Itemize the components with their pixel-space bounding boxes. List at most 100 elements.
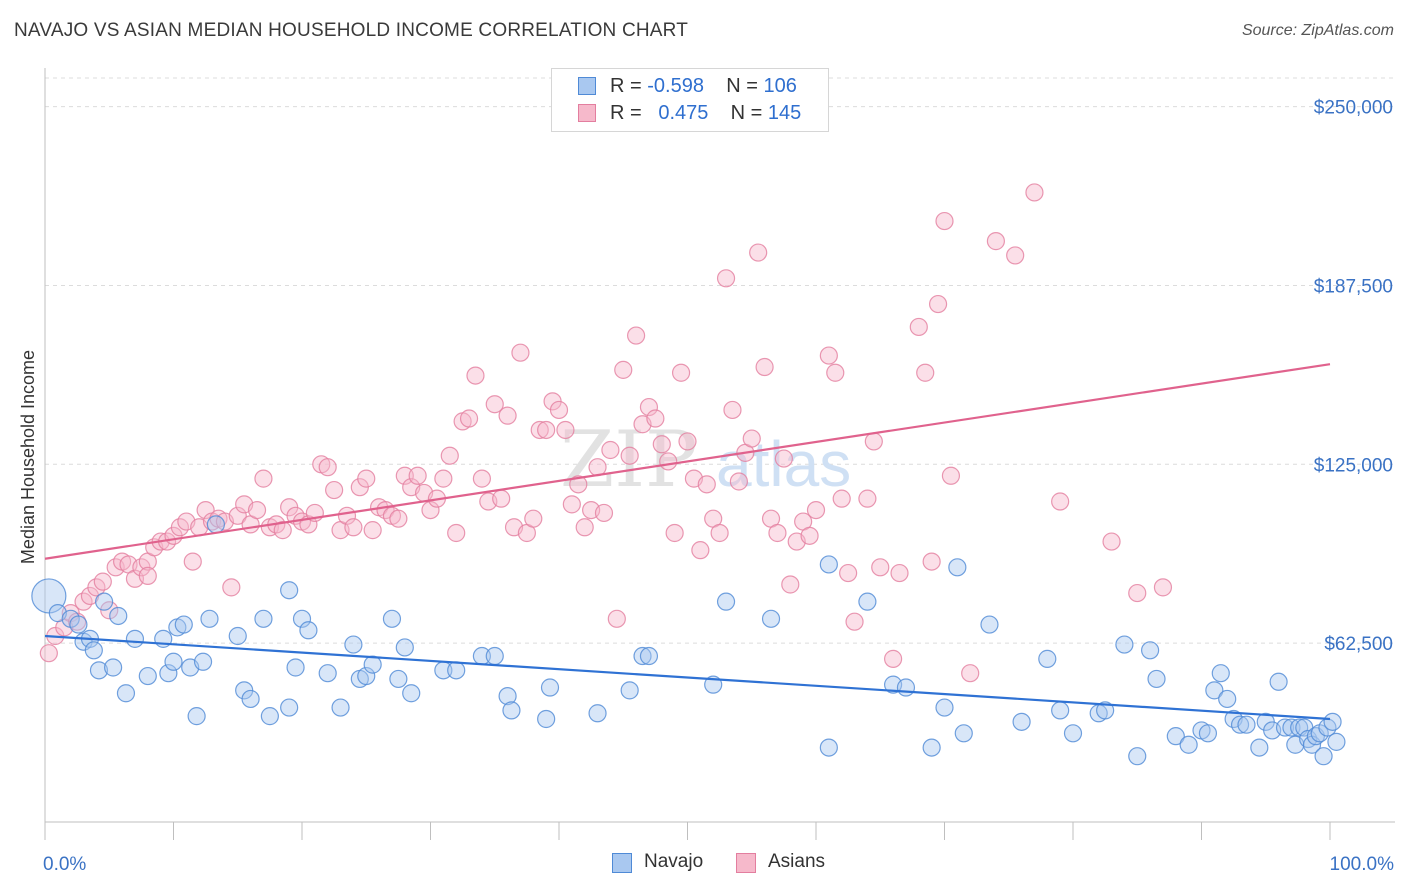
asians-n-value: 145 <box>767 102 802 124</box>
asians-point <box>594 503 614 523</box>
asians-point <box>562 495 581 514</box>
asians-point <box>537 420 556 440</box>
navajo-r-label: R = <box>610 75 648 97</box>
chart-title: NAVAJO VS ASIAN MEDIAN HOUSEHOLD INCOME … <box>14 20 689 41</box>
navajo-point <box>280 698 299 717</box>
navajo-n-label: N = <box>726 75 764 97</box>
navajo-point <box>1063 724 1083 743</box>
asians-trend-line <box>44 363 1331 560</box>
navajo-point <box>1250 738 1269 757</box>
asians-point <box>524 509 543 528</box>
navajo-point <box>174 615 193 634</box>
navajo-point <box>948 558 967 577</box>
asians-point <box>826 363 845 382</box>
navajo-legend-swatch <box>612 853 632 873</box>
navajo-point <box>633 646 652 666</box>
asians-point <box>871 558 890 577</box>
asians-point <box>434 469 453 488</box>
asians-point <box>575 518 594 537</box>
navajo-point <box>254 609 273 628</box>
asians-point <box>839 563 858 583</box>
navajo-point <box>109 606 128 626</box>
asians-point <box>723 400 742 420</box>
asians-point <box>659 452 678 471</box>
asians-point <box>986 232 1006 251</box>
asians-point <box>614 360 633 379</box>
navajo-point <box>200 609 219 628</box>
navajo-point <box>1327 732 1346 751</box>
navajo-point <box>1038 649 1057 668</box>
grid-lines <box>45 77 1395 644</box>
asians-point <box>620 446 639 465</box>
asians-point <box>800 526 819 545</box>
x-tick-label-max: 100.0% <box>1330 854 1395 875</box>
asians-point <box>916 363 935 382</box>
asians-point <box>819 346 838 365</box>
navajo-point <box>84 641 103 660</box>
navajo-point <box>228 626 247 646</box>
asians-point <box>485 395 504 414</box>
asians-point <box>1153 578 1173 597</box>
asians-point <box>247 500 267 520</box>
watermark-zip: ZIP <box>560 415 698 505</box>
navajo-point <box>819 555 838 574</box>
asians-point <box>729 472 749 491</box>
asians-point <box>678 432 697 451</box>
asians-point <box>1128 583 1147 603</box>
navajo-point <box>280 581 299 600</box>
navajo-trend-line <box>44 634 1331 721</box>
asians-point <box>511 343 530 362</box>
asians-point <box>671 363 691 382</box>
navajo-point <box>299 621 318 640</box>
asians-point <box>344 518 363 537</box>
navajo-point <box>540 678 560 697</box>
asians-point <box>556 420 575 440</box>
asians-point <box>742 429 761 448</box>
y-axis-label: Median Household Income <box>18 350 38 564</box>
asians-point <box>922 552 941 571</box>
asians-point <box>890 563 909 583</box>
asians-r-label: R = <box>610 102 648 124</box>
asians-point <box>607 609 626 628</box>
asians-point <box>363 521 382 540</box>
asians-point <box>408 466 427 485</box>
navajo-point <box>1314 747 1333 766</box>
navajo-point <box>1115 635 1134 654</box>
navajo-point <box>858 592 877 611</box>
asians-point <box>961 664 980 683</box>
asians-point <box>100 601 119 620</box>
navajo-point <box>69 615 88 634</box>
navajo-point <box>1282 718 1301 737</box>
navajo-point <box>382 609 402 628</box>
navajo-point <box>1012 712 1031 731</box>
navajo-point <box>331 698 350 717</box>
navajo-point <box>1096 701 1115 720</box>
navajo-point <box>187 707 206 726</box>
x-tick-label-min: 0.0% <box>43 854 86 875</box>
asians-point <box>395 466 414 485</box>
asians-point <box>447 523 466 543</box>
navajo-point <box>819 738 838 757</box>
asians-point <box>1051 492 1070 511</box>
navajo-point <box>935 698 954 717</box>
navajo-point <box>537 709 556 729</box>
asians-point <box>864 432 883 451</box>
navajo-point <box>588 704 607 723</box>
navajo-point <box>95 592 114 611</box>
navajo-point <box>402 684 421 703</box>
asians-point <box>697 475 716 494</box>
navajo-point <box>363 655 382 674</box>
axes <box>44 68 1395 840</box>
asians-point <box>774 449 793 468</box>
asians-point <box>858 489 877 508</box>
y-tick-label: $62,500 <box>1324 634 1393 655</box>
navajo-point <box>896 678 916 697</box>
navajo-point <box>498 686 517 706</box>
trend-lines <box>44 363 1331 721</box>
navajo-point <box>980 615 999 634</box>
asians-point <box>492 489 511 508</box>
asians-point <box>273 521 292 540</box>
asians-points <box>39 183 1173 683</box>
navajo-point <box>447 661 466 680</box>
asians-r-value: 0.475 <box>658 102 709 124</box>
